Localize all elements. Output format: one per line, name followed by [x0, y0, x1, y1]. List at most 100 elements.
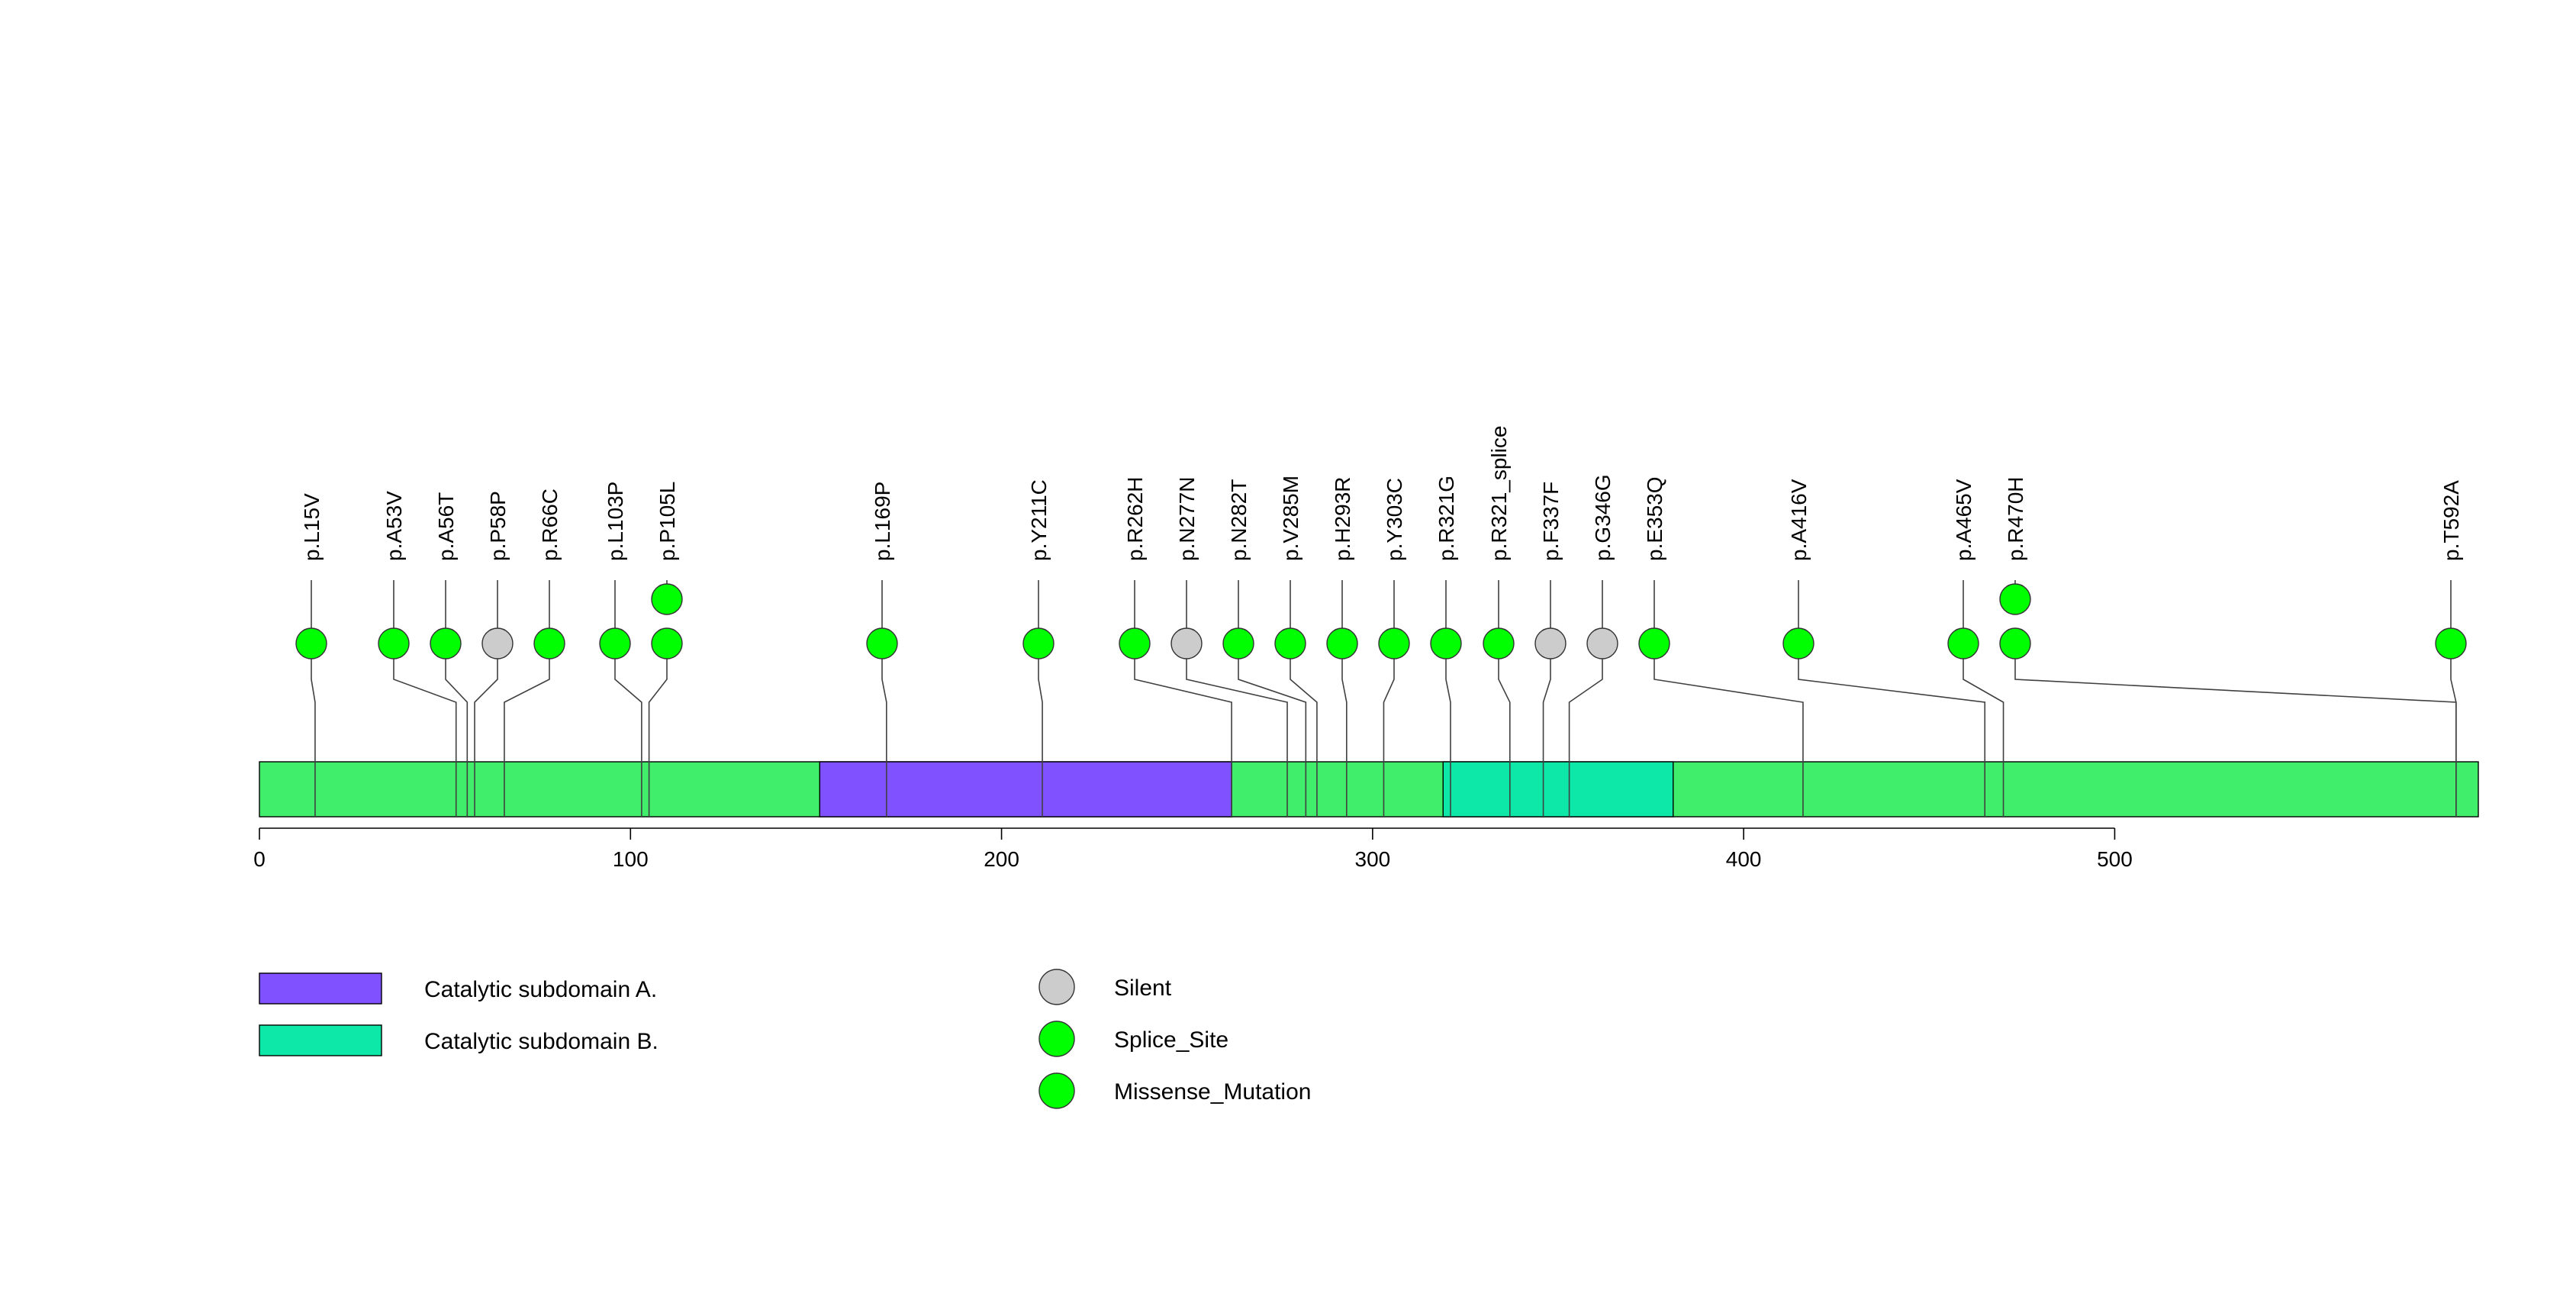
mutation-marker — [481, 627, 514, 660]
lollipop-stem — [1134, 643, 1232, 762]
legend-type-label: Splice_Site — [1114, 1027, 1228, 1053]
domain-catalytic-subdomain-b — [1442, 761, 1674, 818]
mutation-label: p.A53V — [382, 491, 406, 561]
mutation-label: p.G346G — [1591, 474, 1615, 561]
legend-domain-label: Catalytic subdomain B. — [424, 1029, 658, 1054]
mutation-label: p.L15V — [300, 493, 324, 561]
lollipop-stem — [2450, 643, 2457, 762]
mutation-marker — [1483, 627, 1515, 660]
lollipop-stem — [1798, 643, 1986, 762]
mutation-marker — [1638, 627, 1670, 660]
legend-type-marker — [1038, 969, 1075, 1005]
mutation-label: p.F337F — [1539, 482, 1563, 561]
legend-type-label: Silent — [1114, 976, 1172, 1001]
mutation-label: p.Y303C — [1383, 478, 1406, 561]
mutation-label: p.L103P — [604, 482, 627, 561]
mutation-label: p.P105L — [655, 482, 679, 561]
legend-type-marker — [1038, 1072, 1075, 1109]
mutation-marker — [1170, 627, 1203, 660]
lollipop-stem — [648, 643, 668, 762]
legend-domain-label: Catalytic subdomain A. — [424, 977, 657, 1002]
lollipop-stem — [1963, 643, 2004, 762]
mutation-marker — [651, 583, 683, 615]
x-tick-label: 100 — [613, 847, 649, 871]
mutation-label: p.R321_splice — [1487, 426, 1511, 561]
marker-layer — [295, 583, 2467, 660]
lollipop-stem — [2014, 643, 2457, 762]
lollipop-stem — [1383, 643, 1395, 762]
mutation-marker — [1947, 627, 1979, 660]
mutation-marker — [866, 627, 898, 660]
lollipop-stem — [881, 643, 887, 762]
mutation-label: p.N282T — [1227, 479, 1251, 561]
mutation-label: p.N277N — [1175, 476, 1199, 561]
x-tick-label: 300 — [1355, 847, 1391, 871]
legend-domain-swatch — [259, 972, 382, 1005]
mutation-label: p.R470H — [2004, 476, 2027, 561]
lollipop-stem — [1498, 643, 1511, 762]
mutation-label: p.A465V — [1952, 479, 1975, 561]
mutation-label: p.R321G — [1435, 476, 1458, 561]
lollipop-stem — [504, 643, 550, 762]
mutation-marker — [1586, 627, 1618, 660]
x-tick-label: 500 — [2097, 847, 2133, 871]
mutation-marker — [1022, 627, 1055, 660]
mutation-marker — [1378, 627, 1410, 660]
mutation-label: p.R66C — [538, 489, 562, 561]
mutation-label: p.E353Q — [1643, 476, 1666, 561]
mutation-marker — [1222, 627, 1254, 660]
lollipop-stem — [445, 643, 469, 762]
legend-domain-swatch — [259, 1024, 382, 1056]
lollipop-stem — [1290, 643, 1318, 762]
lollipop-stem — [1568, 643, 1603, 762]
domain-layer — [259, 761, 2479, 818]
lollipop-stem — [1341, 643, 1348, 762]
legend: Catalytic subdomain A. Catalytic subdomai… — [259, 969, 1311, 1109]
mutation-marker — [599, 627, 631, 660]
legend-type-marker — [1038, 1021, 1075, 1057]
lollipop-stem — [311, 643, 316, 762]
mutation-marker — [1274, 627, 1306, 660]
domain-catalytic-subdomain-a — [819, 761, 1232, 818]
mutation-marker — [1326, 627, 1358, 660]
lollipop-stem — [1038, 643, 1043, 762]
mutation-marker — [1999, 627, 2031, 660]
mutation-marker — [430, 627, 462, 660]
lollipop-stem — [1238, 643, 1307, 762]
lollipop-stem — [1542, 643, 1551, 762]
mutation-marker — [2435, 627, 2467, 660]
lollipop-stem — [393, 643, 457, 762]
x-tick-label: 200 — [984, 847, 1019, 871]
mutation-marker — [295, 627, 327, 660]
lollipop-stem — [1186, 643, 1288, 762]
lollipop-stem — [1445, 643, 1451, 762]
label-layer: p.L15V p.A53V p.A56T p.P58P p.R66C p.L103P p.P… — [300, 426, 2463, 561]
mutation-label: p.H293R — [1331, 476, 1354, 561]
x-axis: 0 100 200 300 400 500 — [253, 827, 2133, 871]
mutation-label: p.V285M — [1279, 476, 1302, 561]
stem-layer — [311, 580, 2457, 817]
mutation-marker — [1782, 627, 1814, 660]
mutation-marker — [1119, 627, 1151, 660]
mutation-marker — [1430, 627, 1462, 660]
lollipop-stem — [474, 643, 498, 762]
lollipop-stem — [614, 643, 642, 762]
mutation-marker — [1999, 583, 2031, 615]
mutation-marker — [651, 627, 683, 660]
mutation-label: p.Y211C — [1027, 479, 1051, 561]
mutation-label: p.T592A — [2439, 480, 2463, 561]
protein-backbone — [259, 761, 2479, 818]
mutation-marker — [533, 627, 565, 660]
x-tick-label: 0 — [253, 847, 266, 871]
mutation-label: p.L169P — [871, 482, 894, 561]
legend-type-label: Missense_Mutation — [1114, 1079, 1311, 1105]
mutation-label: p.A416V — [1787, 479, 1811, 561]
mutation-marker — [378, 627, 410, 660]
mutation-label: p.R262H — [1123, 476, 1147, 561]
mutation-marker — [1534, 627, 1567, 660]
mutation-label: p.P58P — [486, 491, 510, 561]
mutation-label: p.A56T — [434, 492, 458, 561]
lollipop-stem — [1653, 643, 1804, 762]
x-tick-label: 400 — [1726, 847, 1762, 871]
